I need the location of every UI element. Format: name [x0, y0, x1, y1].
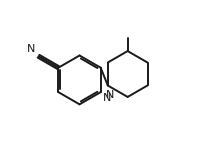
Text: N: N — [106, 90, 114, 100]
Text: N: N — [103, 93, 111, 103]
Text: N: N — [27, 44, 36, 54]
